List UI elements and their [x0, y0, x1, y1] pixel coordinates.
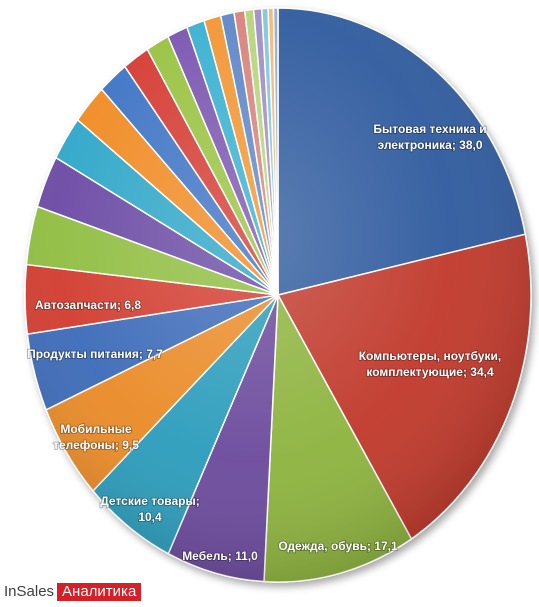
- slice-label-6-line-2: телефоны; 9,5: [53, 438, 139, 452]
- slice-label-7-line-1: Продукты питания; 7,7: [27, 347, 163, 361]
- slice-label-8-line-1: Автозапчасти; 6,8: [35, 298, 141, 312]
- slice-label-2-line-2: комплектующие; 34,4: [366, 365, 494, 379]
- slice-label-5-line-2: 10,4: [138, 510, 162, 524]
- brand-tag: Аналитика: [57, 583, 142, 601]
- slice-label-5-line-1: Детские товары;: [100, 494, 200, 508]
- brand-logo: InSales: [4, 583, 55, 600]
- slice-label-4-line-1: Мебель; 11,0: [182, 549, 258, 563]
- slice-label-2-line-1: Компьютеры, ноутбуки,: [359, 349, 502, 363]
- pie-labels: Бытовая техника и электроника; 38,0 Компью…: [26, 121, 502, 564]
- slice-label-1-line-2: электроника; 38,0: [378, 138, 483, 152]
- slice-label-6-line-1: Мобильные: [60, 422, 132, 436]
- branding: InSales Аналитика: [4, 583, 142, 601]
- slice-label-1-line-1: Бытовая техника и: [373, 122, 486, 136]
- slice-label-3-line-1: Одежда, обувь; 17,1: [278, 539, 398, 553]
